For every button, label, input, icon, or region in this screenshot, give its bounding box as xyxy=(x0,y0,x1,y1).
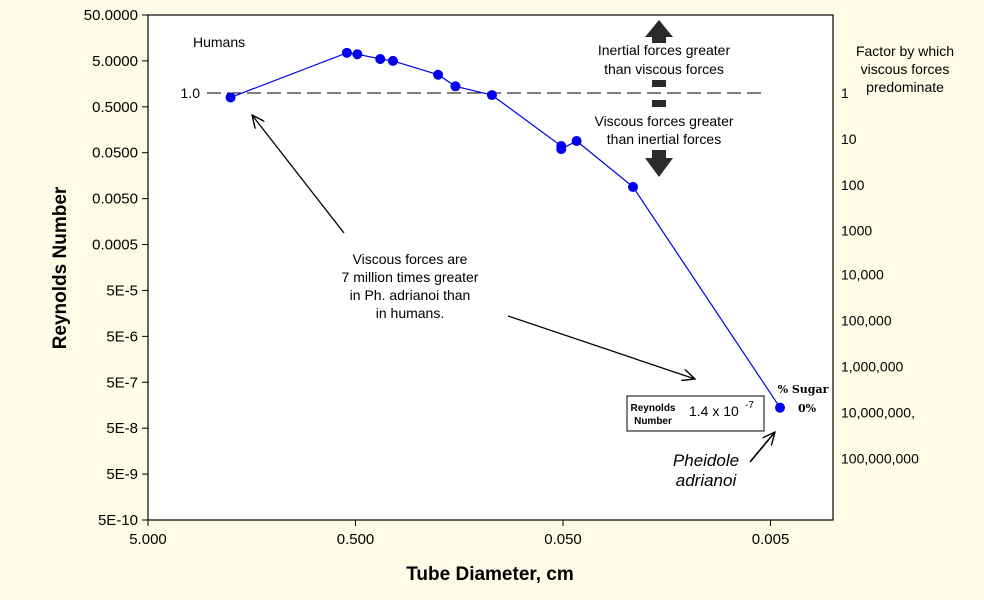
data-point xyxy=(341,47,352,58)
right-axis-title-line3: predominate xyxy=(866,79,944,95)
x-tick-label: 0.005 xyxy=(752,531,790,548)
divider-block-bottom xyxy=(652,100,666,107)
y-tick-label: 0.5000 xyxy=(92,99,138,116)
data-point xyxy=(486,90,497,101)
right-tick-label: 10 xyxy=(841,131,857,147)
x-axis-title: Tube Diameter, cm xyxy=(406,564,574,585)
y-tick-label: 5E-9 xyxy=(106,466,138,483)
y-axis-title: Reynolds Number xyxy=(50,186,71,349)
data-point xyxy=(433,69,444,80)
right-tick-label: 10,000 xyxy=(841,267,884,283)
box-label-line2: Number xyxy=(634,416,672,427)
middle-note-line2: 7 million times greater xyxy=(342,269,479,285)
y-tick-label: 5E-8 xyxy=(106,420,138,437)
right-tick-label: 100 xyxy=(841,177,865,193)
viscous-label-line2: than inertial forces xyxy=(607,131,721,147)
y-tick-label: 5E-5 xyxy=(106,282,138,299)
middle-note-line1: Viscous forces are xyxy=(353,251,468,267)
data-point xyxy=(387,55,398,66)
data-point xyxy=(375,54,386,65)
right-axis-title-line2: viscous forces xyxy=(861,61,950,77)
viscous-label-line1: Viscous forces greater xyxy=(594,113,733,129)
humans-label: Humans xyxy=(193,34,245,50)
x-axis-ticks: 5.000 0.500 0.050 0.005 xyxy=(129,520,789,548)
x-tick-label: 0.050 xyxy=(544,531,582,548)
reynolds-value-box: Reynolds Number 1.4 x 10 -7 xyxy=(626,395,765,432)
right-tick-label: 1 xyxy=(841,85,849,101)
species-label-line2: adrianoi xyxy=(676,471,738,490)
box-value-exponent: -7 xyxy=(745,400,754,411)
arrow-from-species xyxy=(749,432,775,463)
zero-percent-label: 0% xyxy=(798,402,817,415)
arrow-to-humans xyxy=(252,115,345,234)
y-tick-label: 0.0050 xyxy=(92,191,138,208)
inertial-up-arrow-icon xyxy=(645,20,673,43)
middle-note-line4: in humans. xyxy=(376,305,444,321)
arrow-to-pheidole xyxy=(507,315,695,379)
inertial-label-line2: than viscous forces xyxy=(604,61,724,77)
y-tick-label: 5E-6 xyxy=(106,328,138,345)
y-tick-label: 0.0500 xyxy=(92,145,138,162)
middle-note-line3: in Ph. adrianoi than xyxy=(350,287,471,303)
y-tick-label: 5.0000 xyxy=(92,53,138,70)
data-point xyxy=(352,49,363,60)
x-tick-label: 0.500 xyxy=(337,531,375,548)
right-tick-label: 1000 xyxy=(841,223,872,239)
y-tick-label: 5E-7 xyxy=(106,374,138,391)
box-value: 1.4 x 10 xyxy=(689,403,739,419)
data-point xyxy=(775,402,786,413)
reference-line-label: 1.0 xyxy=(181,85,201,101)
y-tick-label: 0.0005 xyxy=(92,237,138,254)
right-tick-label: 10,000,000, xyxy=(841,404,915,420)
inertial-label-line1: Inertial forces greater xyxy=(598,42,731,58)
right-axis-title-line1: Factor by which xyxy=(856,43,954,59)
data-point xyxy=(628,181,639,192)
right-axis-ticks: 1 10 100 1000 10,000 100,000 1,000,000 10,000,0… xyxy=(841,85,919,466)
data-point xyxy=(556,144,567,155)
y-tick-label: 50.0000 xyxy=(84,7,138,24)
data-point xyxy=(450,81,461,92)
data-point xyxy=(571,136,582,147)
series-points xyxy=(225,47,786,413)
right-tick-label: 1,000,000 xyxy=(841,358,903,374)
sugar-label: % Sugar xyxy=(778,383,829,396)
divider-block-top xyxy=(652,80,666,87)
data-point xyxy=(225,92,236,103)
x-tick-label: 5.000 xyxy=(129,531,167,548)
box-label-line1: Reynolds xyxy=(630,403,675,414)
viscous-down-arrow-icon xyxy=(645,150,673,177)
y-tick-label: 5E-10 xyxy=(98,512,138,529)
right-tick-label: 100,000 xyxy=(841,313,892,329)
right-tick-label: 100,000,000 xyxy=(841,450,919,466)
species-label-line1: Pheidole xyxy=(673,451,739,470)
y-axis-ticks: 50.0000 5.0000 0.5000 0.0500 0.0050 0.0005 5E-… xyxy=(84,7,148,529)
